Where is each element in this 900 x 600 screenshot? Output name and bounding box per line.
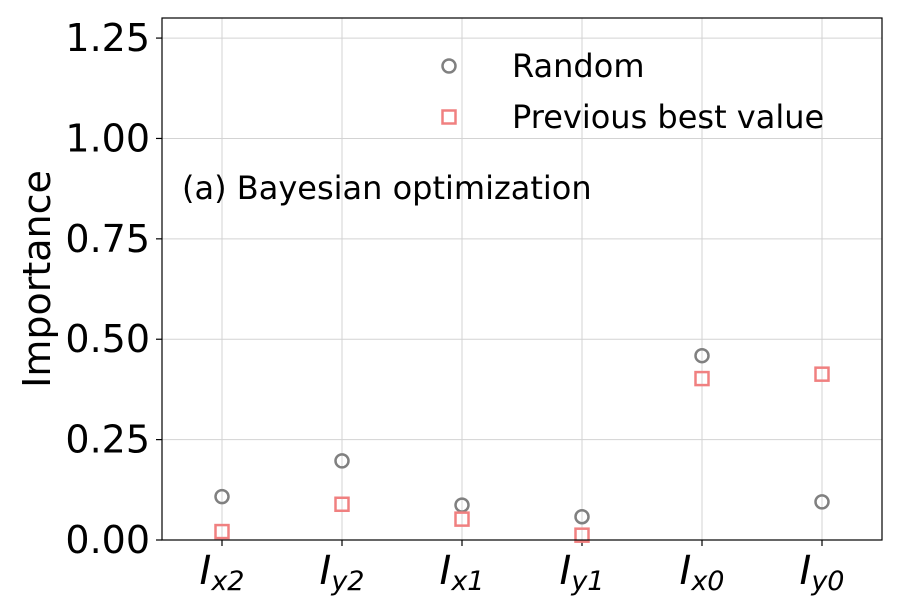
y-tick-label: 0.75 (65, 217, 150, 261)
legend-item: Previous best value (441, 98, 824, 136)
previous-best-point (214, 523, 230, 540)
x-tick-label: Ix0 (680, 548, 725, 597)
random-point (814, 494, 830, 510)
y-tick-label: 1.25 (65, 16, 150, 60)
x-tick-label: Ix1 (440, 548, 485, 597)
legend-label: Random (512, 47, 644, 85)
x-tick-label: Iy1 (560, 548, 605, 597)
previous-best-point (694, 370, 710, 387)
y-tick-label: 1.00 (65, 116, 150, 160)
x-axis-ticks: Ix2 Iy2 Ix1 Iy1 Ix0 Iy0 (200, 540, 845, 597)
x-tick-label: Iy0 (800, 548, 845, 597)
grid (162, 18, 882, 541)
previous-best-point (574, 527, 590, 543)
random-point (334, 453, 350, 469)
y-tick-label: 0.00 (65, 518, 150, 562)
previous-best-point (454, 511, 470, 527)
y-axis-label: Importance (15, 170, 59, 388)
x-tick-label: Ix2 (200, 548, 245, 597)
random-point (574, 508, 590, 525)
y-tick-label: 0.25 (65, 418, 150, 462)
y-tick-label: 0.50 (65, 317, 150, 361)
legend-label: Previous best value (512, 98, 824, 136)
random-point (214, 488, 230, 505)
legend-marker-previous-best (441, 109, 457, 125)
plot-frame (161, 17, 883, 541)
panel-annotation: (a) Bayesian optimization (182, 169, 592, 207)
legend-item: Random (441, 47, 644, 85)
legend: Random Previous best value (441, 47, 824, 136)
y-axis-ticks: 0.00 0.25 0.50 0.75 1.00 1.25 (65, 16, 162, 562)
legend-marker-random (441, 58, 457, 74)
previous-best-point (814, 366, 830, 382)
previous-best-point (334, 496, 350, 513)
random-point (694, 347, 710, 364)
x-tick-label: Iy2 (320, 548, 365, 597)
data-points (214, 347, 830, 543)
